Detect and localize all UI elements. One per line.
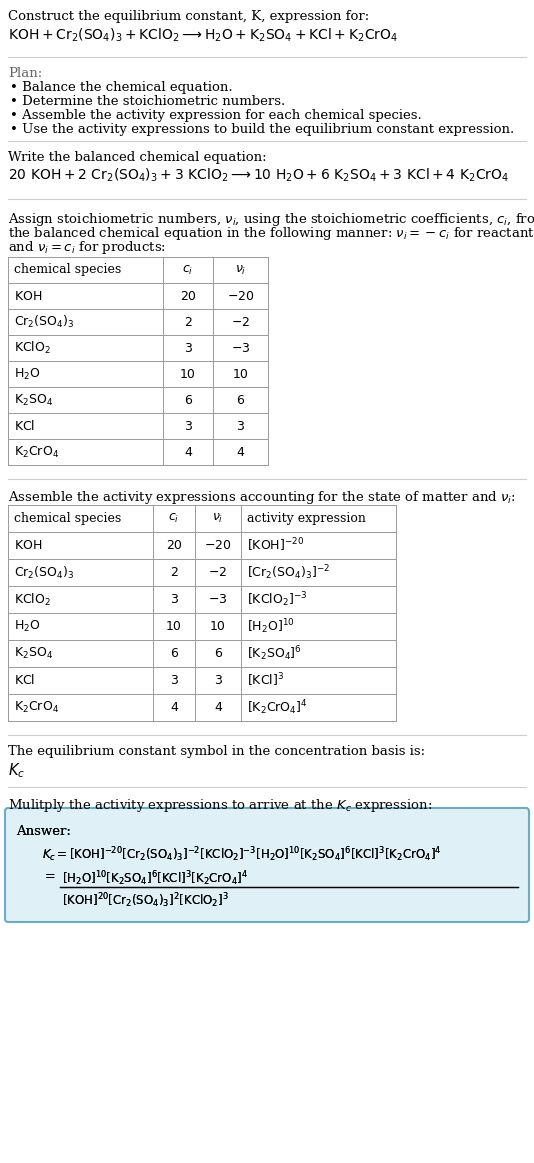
Text: $[\mathrm{KCl}]^{3}$: $[\mathrm{KCl}]^{3}$ bbox=[247, 672, 284, 690]
Text: $\mathrm{K_2CrO_4}$: $\mathrm{K_2CrO_4}$ bbox=[14, 444, 59, 459]
Text: activity expression: activity expression bbox=[247, 512, 366, 525]
Text: Write the balanced chemical equation:: Write the balanced chemical equation: bbox=[8, 151, 266, 164]
Text: Construct the equilibrium constant, K, expression for:: Construct the equilibrium constant, K, e… bbox=[8, 10, 369, 23]
FancyBboxPatch shape bbox=[5, 808, 529, 922]
Text: $c_i$: $c_i$ bbox=[183, 264, 194, 277]
Text: 3: 3 bbox=[237, 420, 245, 433]
Text: 10: 10 bbox=[180, 368, 196, 380]
Text: $\nu_i$: $\nu_i$ bbox=[235, 264, 246, 277]
Text: • Assemble the activity expression for each chemical species.: • Assemble the activity expression for e… bbox=[10, 109, 422, 122]
Text: Answer:: Answer: bbox=[16, 825, 71, 839]
Text: $\mathrm{KClO_2}$: $\mathrm{KClO_2}$ bbox=[14, 592, 51, 607]
Text: The equilibrium constant symbol in the concentration basis is:: The equilibrium constant symbol in the c… bbox=[8, 745, 425, 758]
Text: $\mathrm{K_2SO_4}$: $\mathrm{K_2SO_4}$ bbox=[14, 392, 53, 407]
Text: 3: 3 bbox=[184, 342, 192, 355]
Text: 3: 3 bbox=[170, 593, 178, 606]
Text: $[\mathrm{K_2SO_4}]^{6}$: $[\mathrm{K_2SO_4}]^{6}$ bbox=[247, 644, 302, 663]
Text: • Balance the chemical equation.: • Balance the chemical equation. bbox=[10, 81, 233, 94]
Text: Assemble the activity expressions accounting for the state of matter and $\nu_i$: Assemble the activity expressions accoun… bbox=[8, 488, 516, 506]
Text: $[\mathrm{Cr_2(SO_4)_3}]^{-2}$: $[\mathrm{Cr_2(SO_4)_3}]^{-2}$ bbox=[247, 563, 331, 582]
Text: Mulitply the activity expressions to arrive at the $K_c$ expression:: Mulitply the activity expressions to arr… bbox=[8, 797, 432, 814]
Text: Assign stoichiometric numbers, $\nu_i$, using the stoichiometric coefficients, $: Assign stoichiometric numbers, $\nu_i$, … bbox=[8, 211, 534, 228]
Text: $\mathrm{KClO_2}$: $\mathrm{KClO_2}$ bbox=[14, 340, 51, 356]
Text: • Determine the stoichiometric numbers.: • Determine the stoichiometric numbers. bbox=[10, 95, 285, 108]
Text: $\mathrm{H_2O}$: $\mathrm{H_2O}$ bbox=[14, 366, 41, 381]
Text: 6: 6 bbox=[184, 393, 192, 407]
Text: $[\mathrm{KOH}]^{-20}$: $[\mathrm{KOH}]^{-20}$ bbox=[247, 537, 304, 555]
Text: 2: 2 bbox=[170, 566, 178, 579]
Text: $-2$: $-2$ bbox=[231, 315, 250, 328]
Text: $\mathrm{KCl}$: $\mathrm{KCl}$ bbox=[14, 419, 35, 433]
Text: $K_c$: $K_c$ bbox=[8, 761, 25, 779]
Text: $\mathrm{Cr_2(SO_4)_3}$: $\mathrm{Cr_2(SO_4)_3}$ bbox=[14, 314, 74, 330]
Text: 10: 10 bbox=[210, 620, 226, 633]
Text: $[\mathrm{H_2O}]^{10} [\mathrm{K_2SO_4}]^{6} [\mathrm{KCl}]^{3} [\mathrm{K_2CrO_: $[\mathrm{H_2O}]^{10} [\mathrm{K_2SO_4}]… bbox=[62, 869, 248, 887]
Text: $=$: $=$ bbox=[42, 869, 56, 882]
Text: 6: 6 bbox=[214, 647, 222, 659]
Text: chemical species: chemical species bbox=[14, 512, 121, 525]
Text: $[\mathrm{KOH}]^{20} [\mathrm{Cr_2(SO_4)_3}]^{2} [\mathrm{KClO_2}]^{3}$: $[\mathrm{KOH}]^{20} [\mathrm{Cr_2(SO_4)… bbox=[62, 891, 229, 909]
Text: $\mathrm{KCl}$: $\mathrm{KCl}$ bbox=[14, 673, 35, 687]
Text: 20: 20 bbox=[180, 290, 196, 302]
Text: $\mathrm{Cr_2(SO_4)_3}$: $\mathrm{Cr_2(SO_4)_3}$ bbox=[14, 564, 74, 580]
Text: $\mathrm{K_2CrO_4}$: $\mathrm{K_2CrO_4}$ bbox=[14, 700, 59, 715]
Text: $[\mathrm{KOH}]^{20} [\mathrm{Cr_2(SO_4)_3}]^{2} [\mathrm{KClO_2}]^{3}$: $[\mathrm{KOH}]^{20} [\mathrm{Cr_2(SO_4)… bbox=[62, 891, 229, 909]
Text: $-3$: $-3$ bbox=[208, 593, 227, 606]
Text: 6: 6 bbox=[170, 647, 178, 659]
Text: $[\mathrm{K_2CrO_4}]^{4}$: $[\mathrm{K_2CrO_4}]^{4}$ bbox=[247, 698, 308, 716]
Text: 4: 4 bbox=[184, 445, 192, 458]
Text: 10: 10 bbox=[233, 368, 248, 380]
Text: $-3$: $-3$ bbox=[231, 342, 250, 355]
Text: 3: 3 bbox=[170, 675, 178, 687]
Text: $-2$: $-2$ bbox=[208, 566, 227, 579]
Text: 4: 4 bbox=[237, 445, 245, 458]
Text: $[\mathrm{KClO_2}]^{-3}$: $[\mathrm{KClO_2}]^{-3}$ bbox=[247, 590, 308, 609]
Text: 4: 4 bbox=[170, 701, 178, 714]
Text: $[\mathrm{H_2O}]^{10}$: $[\mathrm{H_2O}]^{10}$ bbox=[247, 618, 295, 636]
Text: $\mathrm{KOH}$: $\mathrm{KOH}$ bbox=[14, 538, 42, 552]
Text: $-20$: $-20$ bbox=[204, 538, 232, 552]
Text: the balanced chemical equation in the following manner: $\nu_i = -c_i$ for react: the balanced chemical equation in the fo… bbox=[8, 224, 534, 242]
Text: $[\mathrm{H_2O}]^{10} [\mathrm{K_2SO_4}]^{6} [\mathrm{KCl}]^{3} [\mathrm{K_2CrO_: $[\mathrm{H_2O}]^{10} [\mathrm{K_2SO_4}]… bbox=[62, 869, 248, 887]
Text: $\mathrm{KOH + Cr_2(SO_4)_3 + KClO_2 \longrightarrow H_2O + K_2SO_4 + KCl + K_2C: $\mathrm{KOH + Cr_2(SO_4)_3 + KClO_2 \lo… bbox=[8, 27, 398, 44]
Text: chemical species: chemical species bbox=[14, 264, 121, 277]
Text: 4: 4 bbox=[214, 701, 222, 714]
Text: $c_i$: $c_i$ bbox=[168, 512, 179, 525]
Text: 20: 20 bbox=[166, 538, 182, 552]
Text: Plan:: Plan: bbox=[8, 67, 42, 80]
Text: 3: 3 bbox=[214, 675, 222, 687]
Text: $=$: $=$ bbox=[42, 869, 56, 882]
Text: $\mathrm{H_2O}$: $\mathrm{H_2O}$ bbox=[14, 619, 41, 634]
Text: $-20$: $-20$ bbox=[227, 290, 254, 302]
Text: $\mathrm{KOH}$: $\mathrm{KOH}$ bbox=[14, 290, 42, 302]
Text: and $\nu_i = c_i$ for products:: and $\nu_i = c_i$ for products: bbox=[8, 240, 166, 256]
Text: • Use the activity expressions to build the equilibrium constant expression.: • Use the activity expressions to build … bbox=[10, 123, 514, 136]
Text: 3: 3 bbox=[184, 420, 192, 433]
Text: 2: 2 bbox=[184, 315, 192, 328]
Text: $\nu_i$: $\nu_i$ bbox=[213, 512, 224, 525]
Text: 6: 6 bbox=[237, 393, 245, 407]
Text: $\mathrm{K_2SO_4}$: $\mathrm{K_2SO_4}$ bbox=[14, 645, 53, 661]
Text: $K_c = [\mathrm{KOH}]^{-20} [\mathrm{Cr_2(SO_4)_3}]^{-2} [\mathrm{KClO_2}]^{-3} : $K_c = [\mathrm{KOH}]^{-20} [\mathrm{Cr_… bbox=[42, 846, 442, 864]
Text: 10: 10 bbox=[166, 620, 182, 633]
Text: $\mathrm{20\ KOH + 2\ Cr_2(SO_4)_3 + 3\ KClO_2 \longrightarrow 10\ H_2O + 6\ K_2: $\mathrm{20\ KOH + 2\ Cr_2(SO_4)_3 + 3\ … bbox=[8, 167, 509, 185]
Text: $K_c = [\mathrm{KOH}]^{-20} [\mathrm{Cr_2(SO_4)_3}]^{-2} [\mathrm{KClO_2}]^{-3} : $K_c = [\mathrm{KOH}]^{-20} [\mathrm{Cr_… bbox=[42, 846, 442, 864]
Text: Answer:: Answer: bbox=[16, 825, 71, 839]
